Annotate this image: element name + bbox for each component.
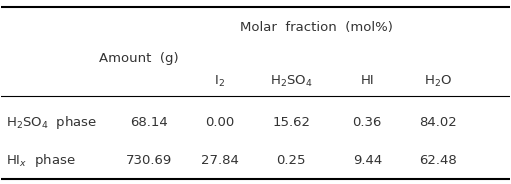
Text: 68.14: 68.14: [130, 116, 168, 129]
Text: H$_2$SO$_4$  phase: H$_2$SO$_4$ phase: [7, 114, 98, 131]
Text: 0.36: 0.36: [353, 116, 382, 129]
Text: 0.25: 0.25: [276, 154, 306, 167]
Text: 84.02: 84.02: [420, 116, 457, 129]
Text: 0.00: 0.00: [205, 116, 235, 129]
Text: HI: HI: [360, 74, 374, 87]
Text: 730.69: 730.69: [126, 154, 172, 167]
Text: 15.62: 15.62: [272, 116, 310, 129]
Text: I$_2$: I$_2$: [215, 74, 225, 89]
Text: Molar  fraction  (mol%): Molar fraction (mol%): [240, 21, 393, 34]
Text: H$_2$O: H$_2$O: [425, 74, 453, 89]
Text: H$_2$SO$_4$: H$_2$SO$_4$: [270, 74, 312, 89]
Text: 9.44: 9.44: [353, 154, 382, 167]
Text: 62.48: 62.48: [420, 154, 457, 167]
Text: Amount  (g): Amount (g): [99, 52, 178, 65]
Text: HI$_x$  phase: HI$_x$ phase: [7, 152, 76, 169]
Text: 27.84: 27.84: [201, 154, 239, 167]
